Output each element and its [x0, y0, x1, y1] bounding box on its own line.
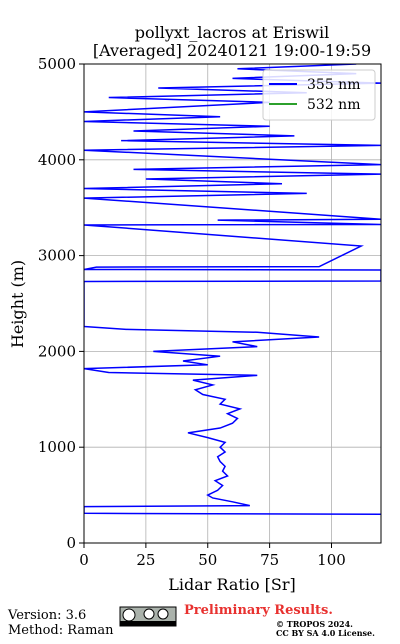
y-tick-label: 5000: [38, 55, 76, 73]
chart-subtitle: [Averaged] 20240121 19:00-19:59: [93, 41, 371, 60]
y-axis-label: Height (m): [8, 260, 27, 348]
cc-badge: [119, 606, 177, 627]
method: Method: Raman: [8, 623, 114, 638]
y-tick-label: 1000: [38, 438, 76, 456]
y-tick-label: 4000: [38, 151, 76, 169]
plot-frame: [83, 63, 382, 544]
copyright: © TROPOS 2024.: [276, 619, 353, 629]
legend-box: [262, 69, 376, 121]
x-tick-label: 0: [79, 551, 89, 569]
y-tick-label: 0: [66, 534, 76, 552]
legend-label: 532 nm: [307, 97, 360, 113]
x-tick-label: 50: [198, 551, 217, 569]
license: CC BY SA 4.0 License.: [276, 628, 375, 638]
x-tick-label: 100: [317, 551, 346, 569]
y-tick-label: 2000: [38, 342, 76, 360]
version: Version: 3.6: [7, 608, 86, 623]
legend: 355 nm 532 nm: [262, 69, 376, 121]
profile-line: [84, 64, 381, 516]
chart-title: pollyxt_lacros at Eriswil: [135, 23, 329, 42]
x-tick-label: 25: [136, 551, 155, 569]
legend-label: 355 nm: [307, 77, 360, 93]
x-tick-label: 75: [260, 551, 279, 569]
y-tick-label: 3000: [38, 247, 76, 265]
x-axis-label: Lidar Ratio [Sr]: [168, 575, 296, 594]
plot-lines: [84, 64, 381, 516]
preliminary-note: Preliminary Results.: [184, 603, 333, 618]
grid: [83, 63, 381, 544]
